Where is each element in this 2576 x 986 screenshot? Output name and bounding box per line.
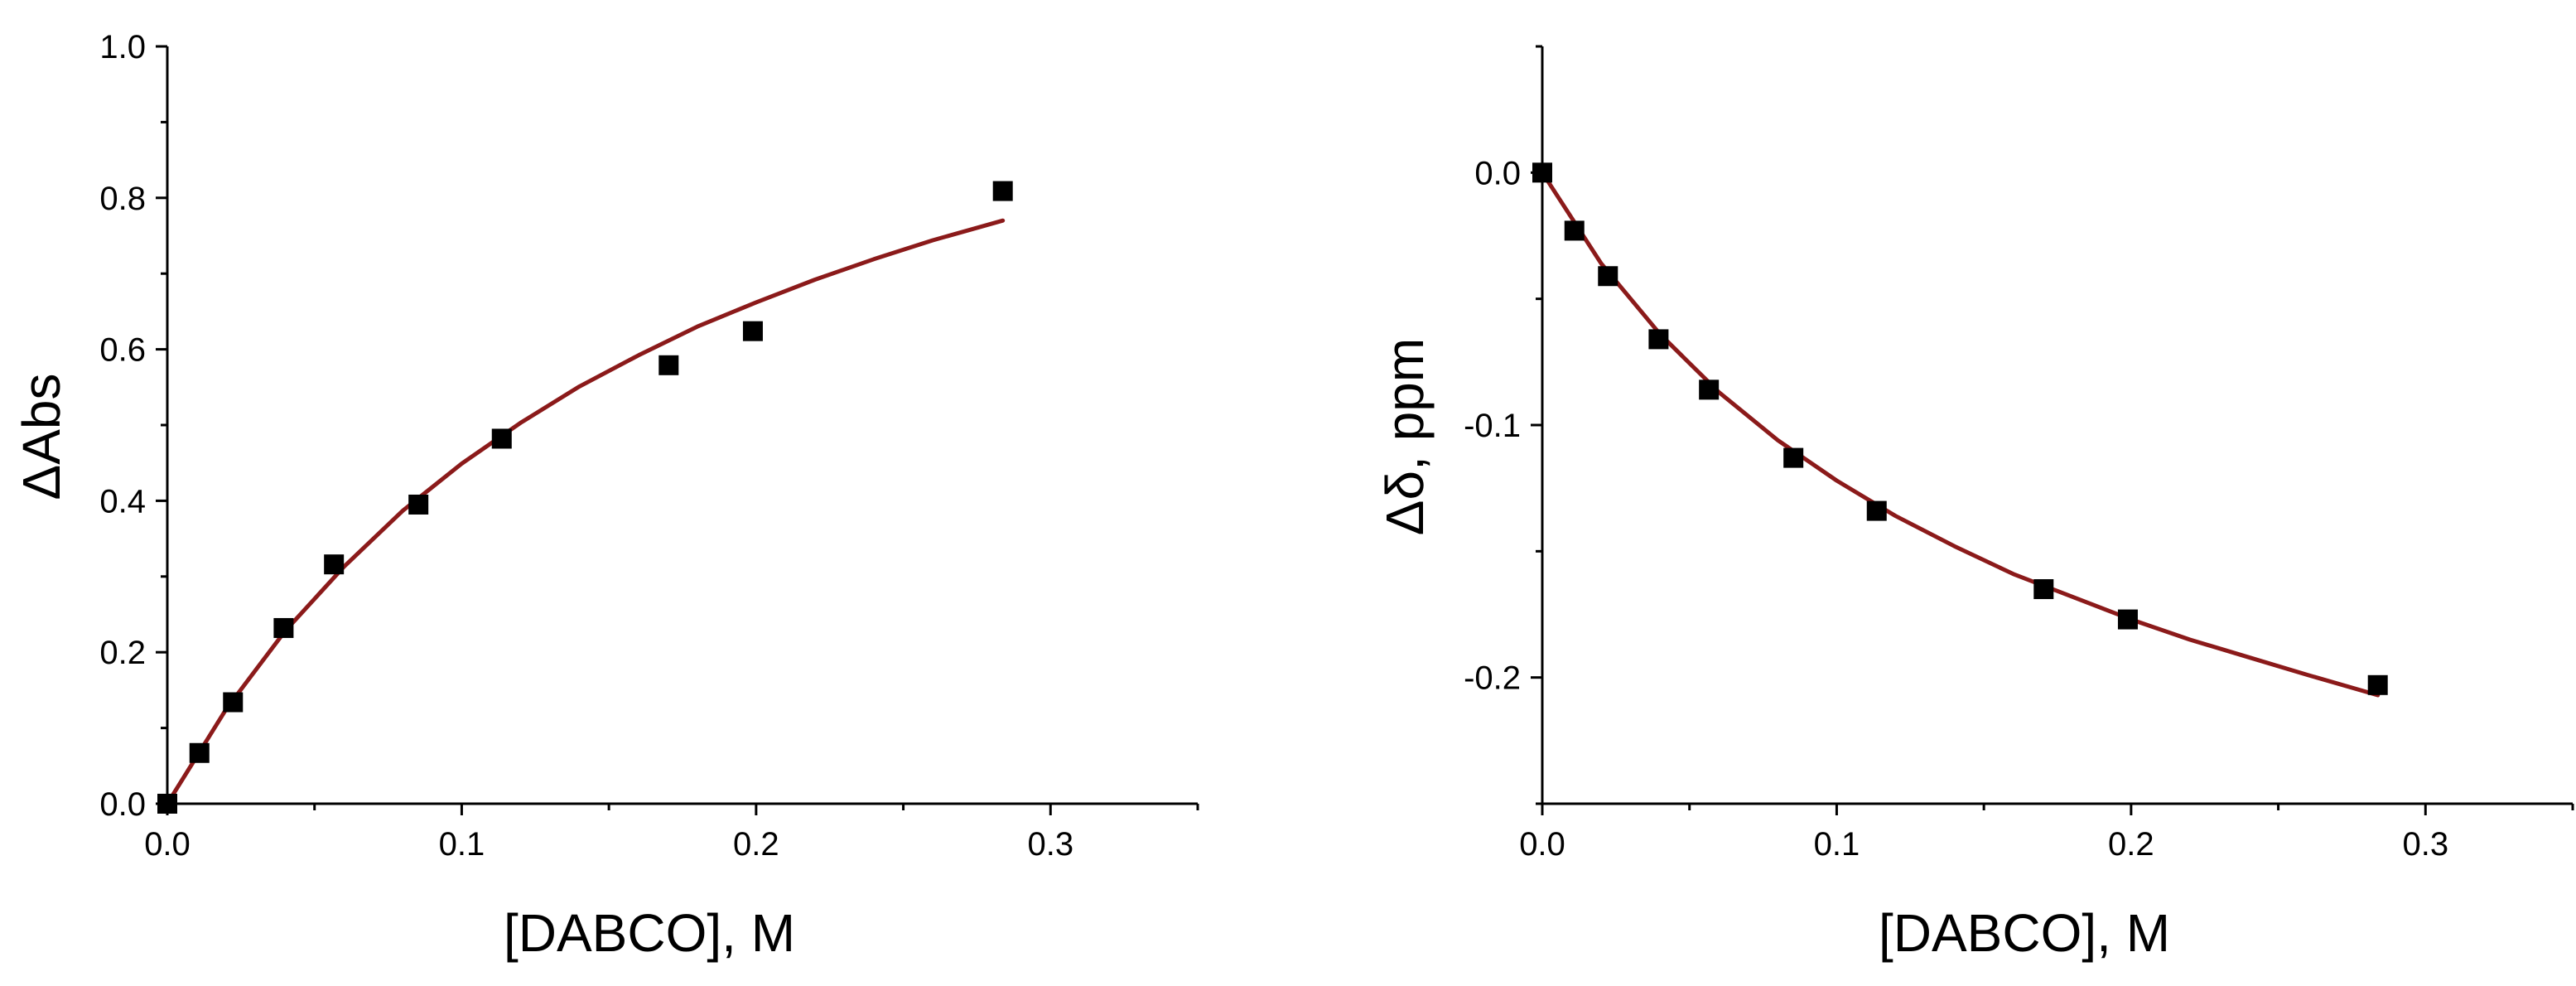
abs-y-axis-label: ΔAbs bbox=[12, 373, 71, 500]
abs-y-tick-label: 0.6 bbox=[99, 332, 146, 369]
shift-x-tick-label: 0.2 bbox=[2108, 826, 2154, 863]
abs-y-tick-label: 0.0 bbox=[99, 786, 146, 823]
abs-data-point bbox=[223, 692, 244, 713]
abs-data-point bbox=[273, 617, 294, 638]
shift-fit-line bbox=[1540, 170, 2381, 698]
shift-data-point bbox=[1866, 500, 1887, 521]
shift-data-point bbox=[1648, 329, 1669, 350]
shift-data-point bbox=[2117, 609, 2138, 630]
abs-x-tick-label: 0.2 bbox=[733, 826, 779, 863]
shift-data-point bbox=[1598, 266, 1618, 287]
shift-x-axis-label: [DABCO], M bbox=[1879, 903, 2170, 963]
abs-x-tick-label: 0.0 bbox=[144, 826, 191, 863]
shift-data-point bbox=[1699, 379, 1720, 400]
abs-x-tick-label: 0.3 bbox=[1027, 826, 1073, 863]
shift-y-tick-label: -0.1 bbox=[1464, 408, 1521, 444]
abs-y-tick-label: 1.0 bbox=[99, 29, 146, 65]
abs-x-tick-label: 0.1 bbox=[439, 826, 485, 863]
abs-y-tick-label: 0.4 bbox=[99, 483, 146, 520]
shift-y-axis-label: Δδ, ppm bbox=[1375, 338, 1435, 535]
shift-data-point bbox=[2367, 674, 2388, 695]
abs-data-point bbox=[992, 181, 1013, 201]
abs-fit-line bbox=[165, 218, 1006, 806]
chart-abs: 0.0 0.1 0.2 0.3 0.0 0.2 0.4 0.6 0.8 1.0 [DABCO], M… bbox=[12, 29, 1199, 963]
shift-data-point bbox=[1783, 447, 1804, 468]
shift-data-point bbox=[1564, 220, 1585, 241]
abs-data-point bbox=[157, 794, 177, 814]
shift-data-point bbox=[2033, 579, 2054, 600]
abs-data-point bbox=[189, 742, 210, 763]
shift-x-tick-label: 0.0 bbox=[1519, 826, 1565, 863]
shift-y-tick-label: 0.0 bbox=[1474, 155, 1521, 191]
chart-shift: 0.0 0.1 0.2 0.3 0.0 -0.1 -0.2 [DABCO], M Δδ, ppm bbox=[1375, 45, 2574, 963]
abs-y-tick-label: 0.2 bbox=[99, 635, 146, 671]
abs-data-point bbox=[324, 554, 345, 575]
abs-data-point bbox=[658, 355, 679, 375]
abs-data-point bbox=[491, 428, 512, 449]
abs-data-point bbox=[408, 494, 429, 515]
abs-x-axis-label: [DABCO], M bbox=[504, 903, 795, 963]
abs-data-point bbox=[742, 321, 763, 341]
abs-y-tick-label: 0.8 bbox=[99, 181, 146, 217]
shift-x-tick-label: 0.1 bbox=[1814, 826, 1860, 863]
shift-y-tick-label: -0.2 bbox=[1464, 660, 1521, 697]
shift-x-tick-label: 0.3 bbox=[2402, 826, 2448, 863]
shift-data-point bbox=[1532, 162, 1552, 183]
